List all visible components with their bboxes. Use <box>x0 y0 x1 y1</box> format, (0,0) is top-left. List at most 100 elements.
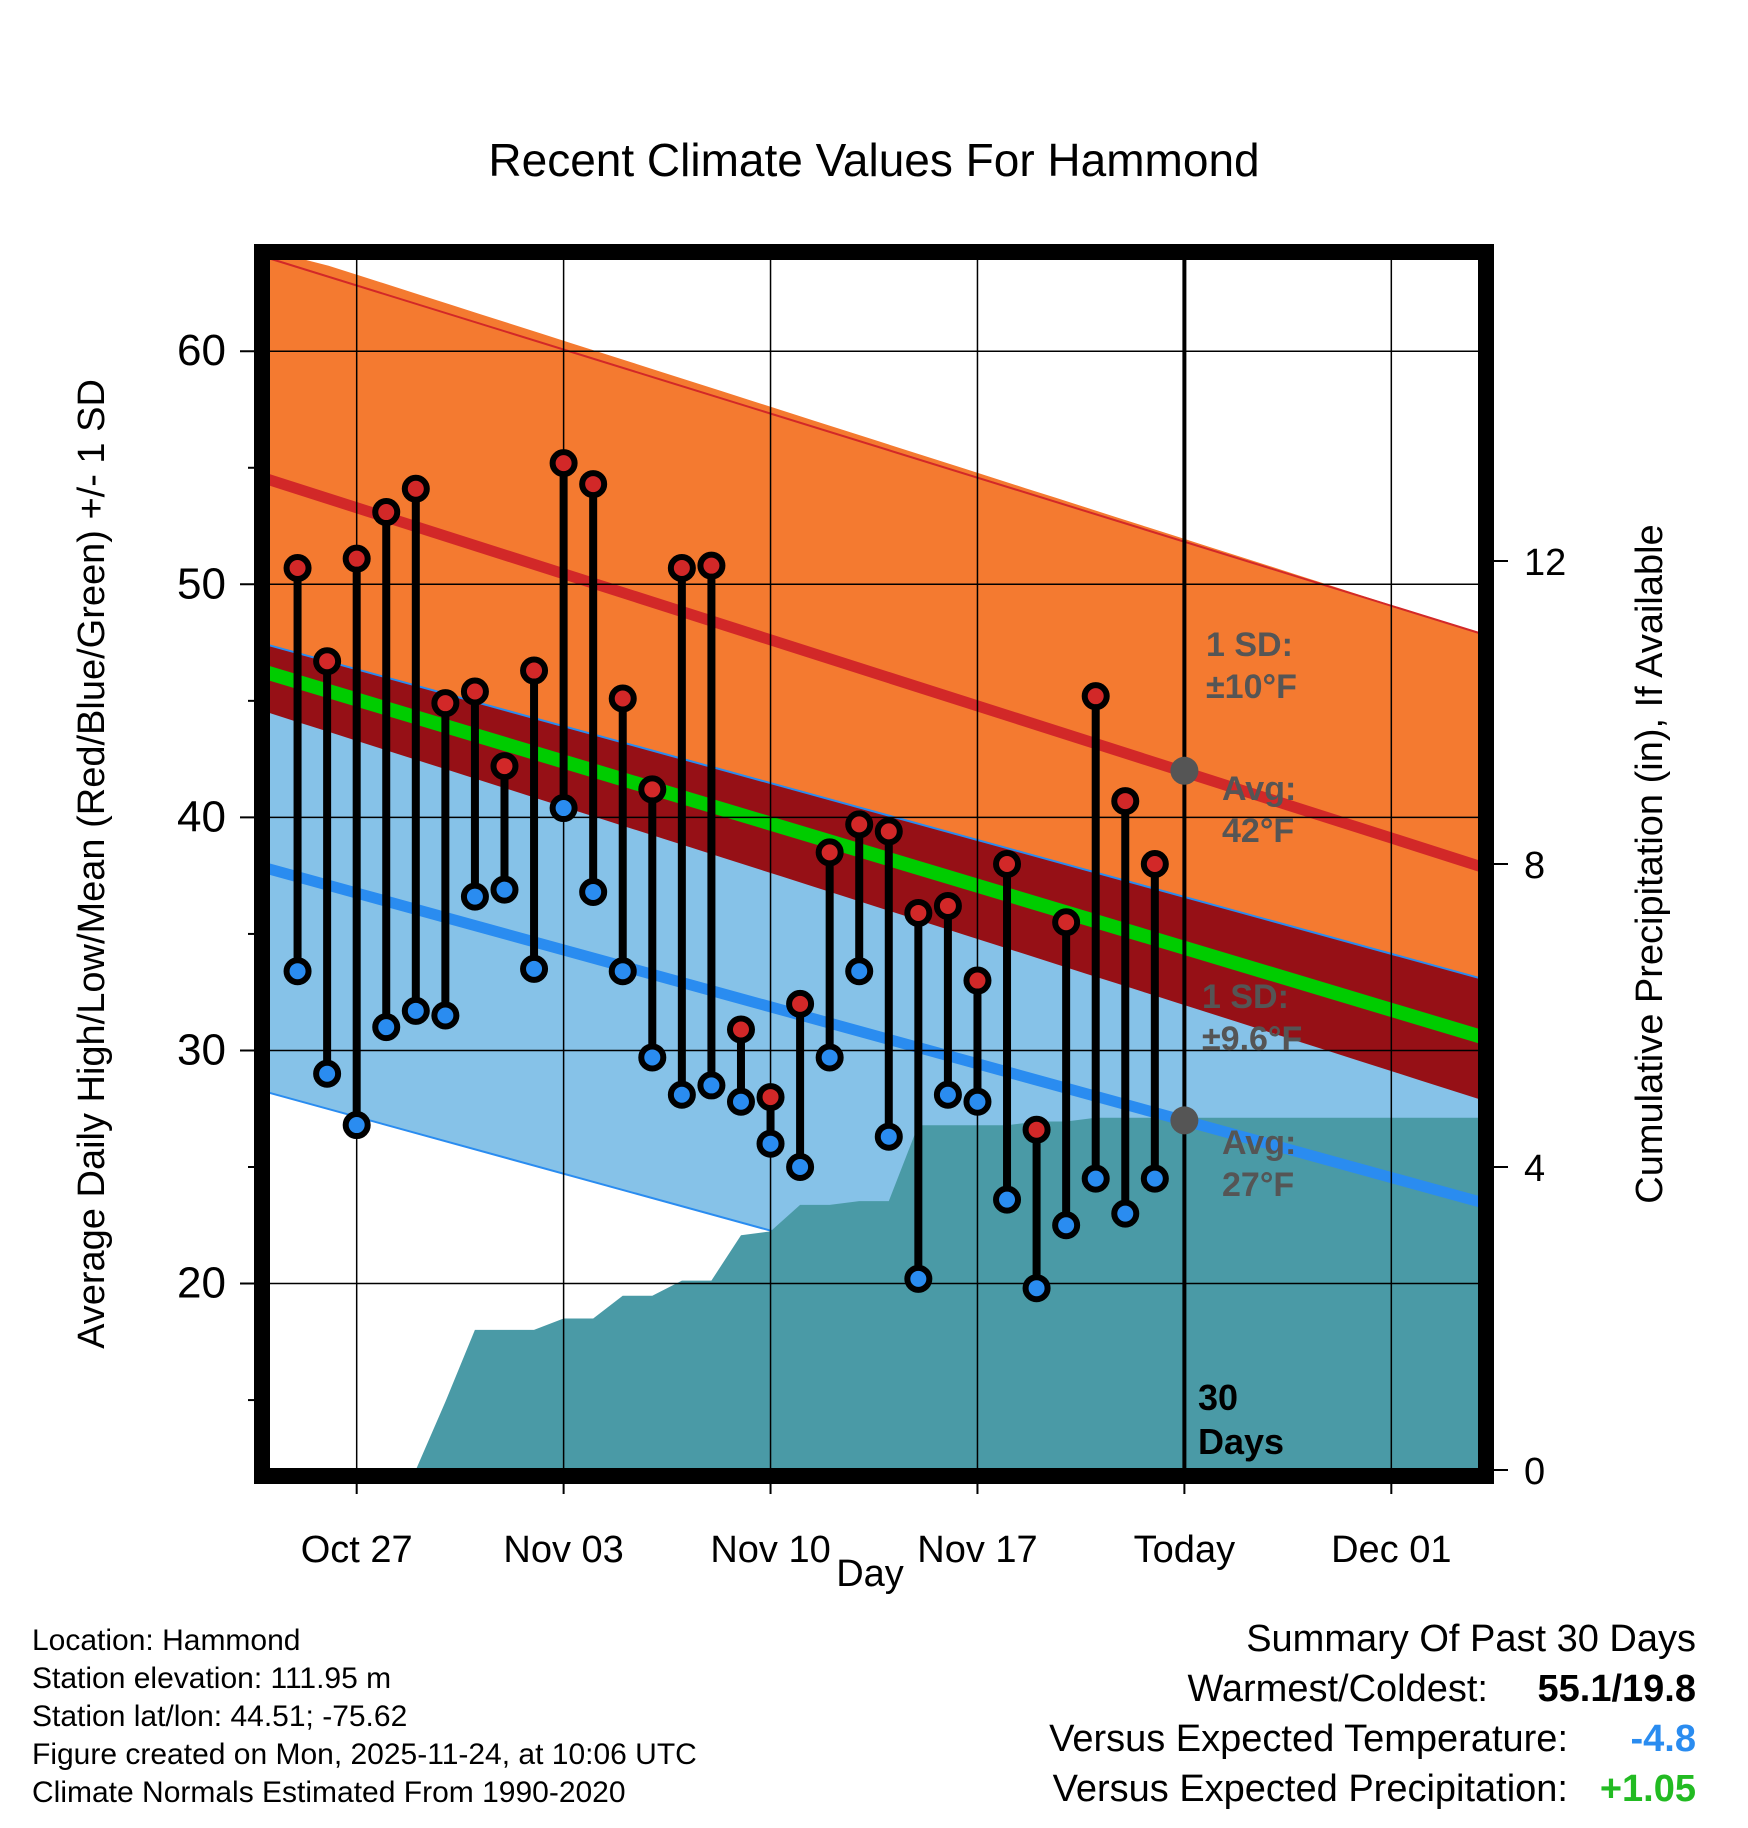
footer-created: Figure created on Mon, 2025-11-24, at 10… <box>32 1738 697 1771</box>
daily-high-point <box>993 850 1022 878</box>
annotation-low-sd-value: ±9.6°F <box>1202 1020 1302 1058</box>
daily-high-point <box>313 647 342 676</box>
daily-low-point <box>579 877 608 906</box>
daily-low-point <box>756 1129 785 1158</box>
annotation-low-avg-label: Avg: <box>1222 1124 1296 1162</box>
x-tick-label: Nov 03 <box>503 1529 623 1571</box>
daily-low-point <box>638 1043 667 1072</box>
daily-low-point <box>1052 1211 1081 1240</box>
daily-high-point <box>756 1083 785 1112</box>
summary-precip-value: +1.05 <box>1599 1768 1696 1810</box>
daily-high-point <box>904 898 933 927</box>
today-low-avg-marker <box>1170 1106 1199 1135</box>
summary-title: Summary Of Past 30 Days <box>1246 1618 1696 1660</box>
daily-high-point <box>520 656 549 685</box>
daily-high-point <box>1081 682 1110 711</box>
annotation-high-avg-label: Avg: <box>1222 770 1296 808</box>
summary-precip-label: Versus Expected Precipitation: <box>1052 1768 1568 1810</box>
today-label-count: 30 <box>1198 1377 1238 1418</box>
daily-low-point <box>904 1264 933 1293</box>
daily-high-point <box>933 891 962 920</box>
y2-axis-label: Cumulative Precipitation (in), If Availa… <box>1629 524 1671 1203</box>
daily-high-point <box>372 498 401 527</box>
daily-high-point <box>963 966 992 995</box>
today-high-avg-marker <box>1170 756 1199 785</box>
annotation-low-sd-label: 1 SD: <box>1202 978 1289 1016</box>
x-tick-label: Today <box>1134 1529 1235 1571</box>
daily-high-point <box>490 752 519 781</box>
y2-tick-label: 8 <box>1524 845 1545 887</box>
daily-low-point <box>1140 1164 1169 1193</box>
daily-low-point <box>520 954 549 983</box>
daily-low-point <box>401 996 430 1025</box>
daily-low-point <box>283 957 312 986</box>
daily-high-point <box>431 689 460 718</box>
footer-location: Location: Hammond <box>32 1624 301 1657</box>
y-tick-label: 40 <box>177 792 226 841</box>
y-tick-label: 50 <box>177 559 226 608</box>
daily-low-point <box>342 1111 371 1140</box>
daily-high-point <box>697 551 726 580</box>
daily-high-point <box>1140 850 1169 878</box>
daily-high-point <box>845 810 874 839</box>
daily-high-point <box>786 989 815 1018</box>
daily-high-point <box>401 474 430 503</box>
daily-low-point <box>372 1013 401 1042</box>
x-tick-label: Nov 17 <box>917 1529 1037 1571</box>
daily-low-point <box>490 875 519 904</box>
daily-high-point <box>460 677 489 706</box>
daily-low-point <box>1081 1164 1110 1193</box>
normal-mean-line <box>265 666 1483 1044</box>
daily-low-point <box>874 1122 903 1151</box>
daily-high-point <box>549 449 578 478</box>
annotation-high-avg-value: 42°F <box>1222 812 1294 850</box>
daily-low-point <box>313 1059 342 1088</box>
y-tick-label: 20 <box>177 1259 226 1308</box>
daily-high-point <box>667 553 696 582</box>
daily-low-point <box>815 1043 844 1072</box>
y-tick-label: 60 <box>177 326 226 375</box>
footer-elevation: Station elevation: 111.95 m <box>32 1662 392 1695</box>
daily-low-point <box>431 1001 460 1030</box>
y2-tick-label: 12 <box>1524 542 1566 584</box>
summary-warmest-label: Warmest/Coldest: <box>1187 1668 1488 1710</box>
today-label-unit: Days <box>1198 1421 1284 1462</box>
annotation-low-avg-value: 27°F <box>1222 1166 1294 1204</box>
summary-temp-label: Versus Expected Temperature: <box>1049 1718 1568 1760</box>
x-tick-label: Dec 01 <box>1331 1529 1451 1571</box>
daily-high-point <box>342 544 371 573</box>
daily-high-point <box>1111 787 1140 816</box>
daily-high-point <box>283 553 312 582</box>
high-band-upper-edge <box>267 257 1481 635</box>
daily-low-point <box>993 1185 1022 1214</box>
daily-high-point <box>1022 1115 1051 1144</box>
summary-warmest-value: 55.1/19.8 <box>1537 1668 1696 1710</box>
y2-tick-label: 4 <box>1524 1148 1545 1190</box>
daily-high-point <box>638 775 667 804</box>
daily-high-point <box>815 838 844 867</box>
normal-low-line <box>266 863 1482 1208</box>
daily-high-point <box>608 684 637 713</box>
y-tick-label: 30 <box>177 1025 226 1074</box>
y2-tick-label: 0 <box>1524 1451 1545 1493</box>
normal-high-line <box>266 474 1482 872</box>
daily-low-point <box>726 1087 755 1116</box>
daily-low-point <box>667 1080 696 1109</box>
annotation-high-sd-value: ±10°F <box>1206 668 1297 706</box>
daily-high-point <box>726 1015 755 1044</box>
footer-normals: Climate Normals Estimated From 1990-2020 <box>32 1776 626 1809</box>
daily-low-point <box>1022 1274 1051 1303</box>
chart-title: Recent Climate Values For Hammond <box>488 134 1260 186</box>
daily-high-point <box>579 470 608 499</box>
daily-low-point <box>933 1080 962 1109</box>
cumulative-precip-area <box>415 1117 1480 1470</box>
footer-latlon: Station lat/lon: 44.51; -75.62 <box>32 1700 408 1733</box>
daily-low-point <box>608 957 637 986</box>
daily-low-point <box>963 1087 992 1116</box>
summary-temp-value: -4.8 <box>1630 1718 1696 1760</box>
daily-high-point <box>874 817 903 846</box>
daily-low-point <box>697 1071 726 1100</box>
x-tick-label: Oct 27 <box>301 1529 413 1571</box>
annotation-high-sd-label: 1 SD: <box>1206 626 1293 664</box>
